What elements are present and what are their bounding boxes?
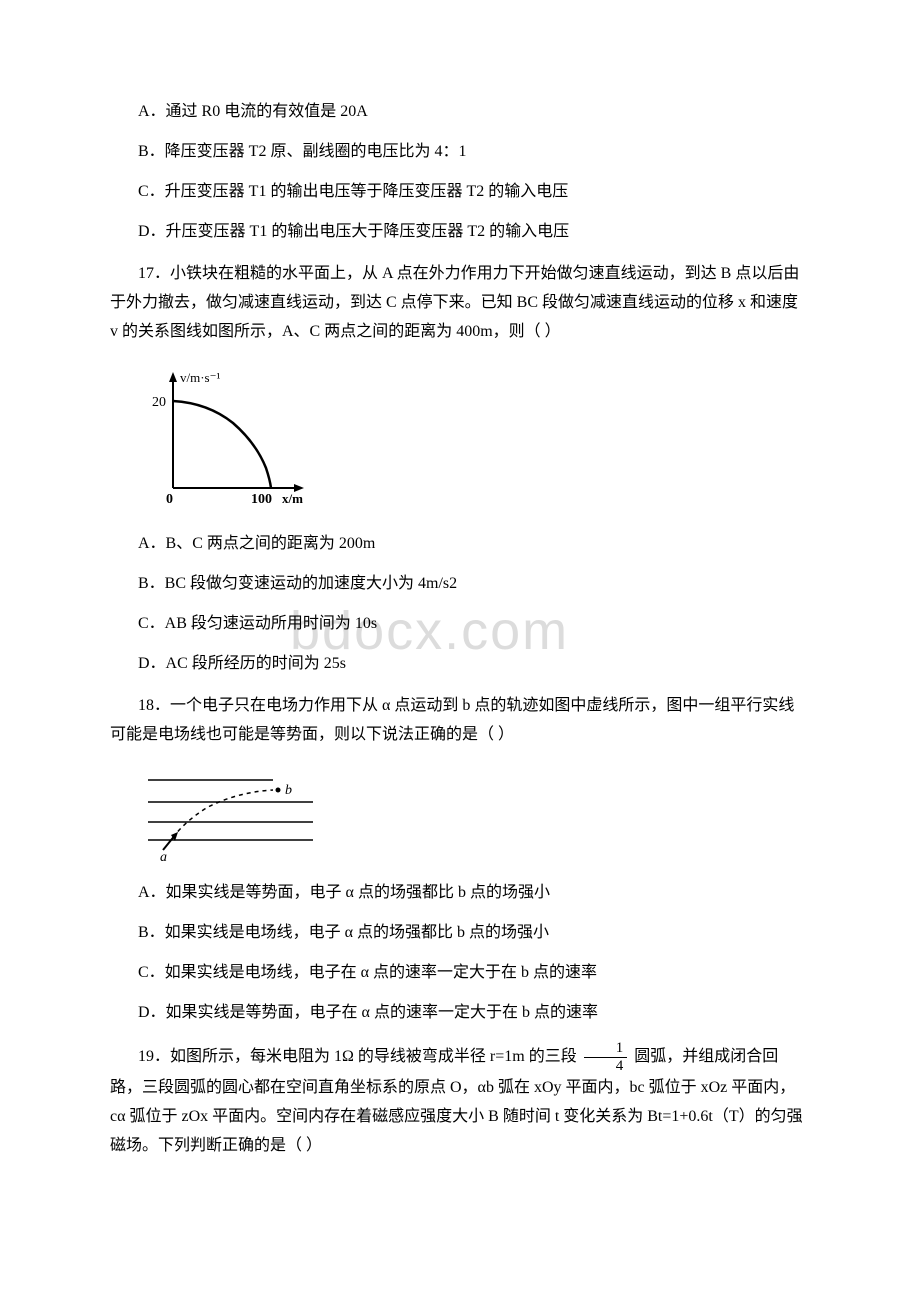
q19-text: 19．如图所示，每米电阻为 1Ω 的导线被弯成半径 r=1m 的三段 1 4 圆…	[110, 1041, 810, 1160]
q16-option-b: B．降压变压器 T2 原、副线圈的电压比为 4：1	[110, 140, 810, 164]
q17-figure: v/m·s⁻¹ 20 0 100 x/m	[138, 358, 810, 518]
q16-option-a: A．通过 R0 电流的有效值是 20A	[110, 100, 810, 124]
q18-option-b: B．如果实线是电场线，电子 α 点的场强都比 b 点的场强小	[110, 921, 810, 945]
q19-text-part1: 19．如图所示，每米电阻为 1Ω 的导线被弯成半径 r=1m 的三段	[138, 1048, 577, 1065]
page-content: A．通过 R0 电流的有效值是 20A B．降压变压器 T2 原、副线圈的电压比…	[110, 100, 810, 1160]
q19-fraction-den: 4	[584, 1058, 628, 1074]
q17-origin: 0	[166, 492, 173, 507]
q17-option-c: C．AB 段匀速运动所用时间为 10s	[110, 612, 810, 636]
q17-option-a: A．B、C 两点之间的距离为 200m	[110, 532, 810, 556]
q19-fraction-num: 1	[584, 1041, 628, 1058]
q18-label-b: b	[285, 783, 292, 798]
q18-figure: a b	[138, 762, 810, 867]
q18-label-a: a	[160, 850, 167, 862]
q19-fraction: 1 4	[584, 1041, 628, 1074]
q17-ytick: 20	[152, 395, 166, 410]
q18-option-d: D．如果实线是等势面，电子在 α 点的速率一定大于在 b 点的速率	[110, 1001, 810, 1025]
q17-option-d: D．AC 段所经历的时间为 25s	[110, 652, 810, 676]
q17-ylabel: v/m·s⁻¹	[180, 370, 220, 385]
q16-option-d: D．升压变压器 T1 的输出电压大于降压变压器 T2 的输入电压	[110, 220, 810, 244]
q17-option-b: B．BC 段做匀变速运动的加速度大小为 4m/s2	[110, 572, 810, 596]
q16-option-c: C．升压变压器 T1 的输出电压等于降压变压器 T2 的输入电压	[110, 180, 810, 204]
q17-xtick: 100	[251, 492, 272, 507]
q17-text: 17．小铁块在粗糙的水平面上，从 A 点在外力作用力下开始做匀速直线运动，到达 …	[110, 260, 810, 346]
q17-xlabel: x/m	[282, 491, 303, 506]
q18-option-a: A．如果实线是等势面，电子 α 点的场强都比 b 点的场强小	[110, 881, 810, 905]
q18-text: 18．一个电子只在电场力作用下从 α 点运动到 b 点的轨迹如图中虚线所示，图中…	[110, 692, 810, 750]
q18-option-c: C．如果实线是电场线，电子在 α 点的速率一定大于在 b 点的速率	[110, 961, 810, 985]
